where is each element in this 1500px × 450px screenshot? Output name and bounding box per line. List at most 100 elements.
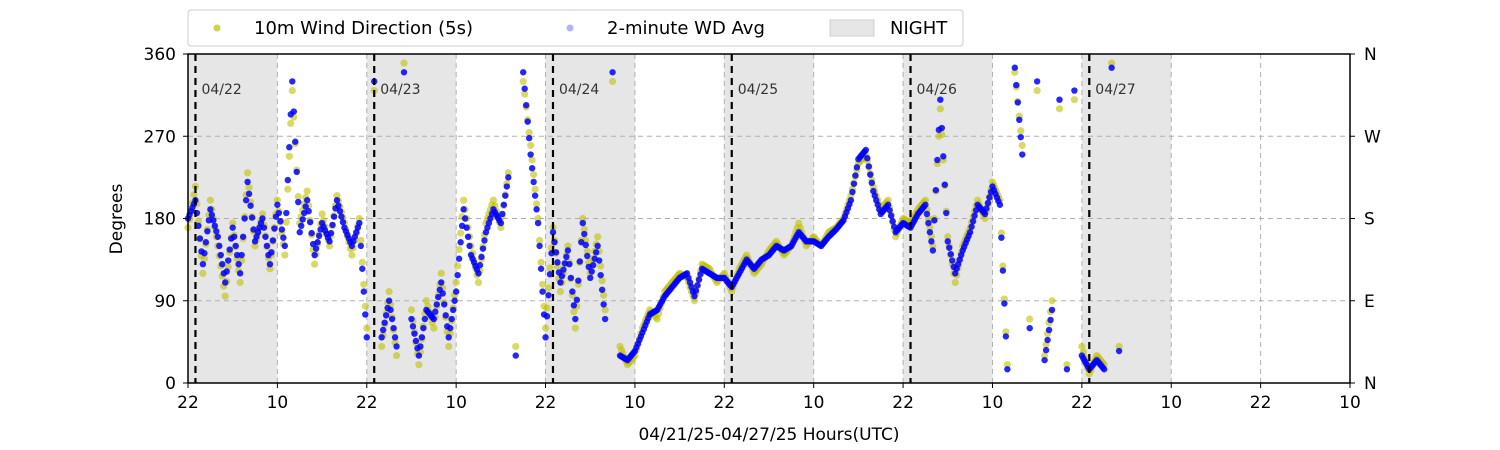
- point-2min-wd-avg: [333, 197, 341, 204]
- point-2min-wd-avg: [539, 288, 546, 295]
- point-2min-wd-avg: [886, 207, 893, 214]
- point-2min-wd-avg: [236, 270, 244, 277]
- point-wind-direction-5s: [407, 306, 416, 314]
- point-2min-wd-avg: [417, 343, 424, 350]
- point-wind-direction-5s: [690, 297, 699, 305]
- point-2min-wd-avg: [356, 219, 363, 227]
- point-2min-wd-avg: [381, 319, 388, 326]
- point-wind-direction-5s: [243, 169, 252, 177]
- y2-tick-label: N: [1364, 374, 1377, 394]
- point-2min-wd-avg: [923, 210, 931, 218]
- point-wind-direction-5s: [944, 233, 952, 241]
- point-2min-wd-avg: [390, 324, 397, 332]
- point-wind-direction-5s: [251, 242, 259, 250]
- point-2min-wd-avg: [503, 183, 511, 190]
- y-axis-left: 0 90 180 270 360: [144, 45, 188, 394]
- point-2min-wd-avg: [587, 274, 594, 282]
- point-2min-wd-avg: [439, 290, 446, 297]
- point-2min-wd-avg: [292, 138, 299, 145]
- point-wind-direction-5s: [533, 200, 541, 208]
- point-wind-direction-5s: [504, 169, 512, 177]
- point-2min-wd-avg: [435, 293, 442, 301]
- point-2min-wd-avg: [1033, 78, 1041, 85]
- point-wind-direction-5s: [534, 214, 542, 223]
- point-2min-wd-avg: [245, 190, 253, 198]
- point-2min-wd-avg: [996, 201, 1004, 208]
- point-wind-direction-5s: [318, 210, 326, 218]
- point-2min-wd-avg: [582, 241, 589, 249]
- point-2min-wd-avg: [1011, 64, 1019, 71]
- y-tick-label: 360: [144, 45, 176, 65]
- point-2min-wd-avg: [476, 261, 484, 269]
- point-2min-wd-avg: [298, 222, 305, 230]
- point-2min-wd-avg: [552, 249, 560, 256]
- point-2min-wd-avg: [850, 180, 858, 187]
- point-wind-direction-5s: [288, 86, 296, 95]
- y-tick-label: 0: [165, 374, 176, 394]
- point-wind-direction-5s: [884, 196, 892, 204]
- point-wind-direction-5s: [1115, 342, 1123, 351]
- y2-tick-label: W: [1364, 127, 1381, 147]
- point-2min-wd-avg: [601, 315, 609, 323]
- point-2min-wd-avg: [928, 238, 935, 245]
- point-2min-wd-avg: [210, 217, 217, 224]
- point-2min-wd-avg: [409, 323, 417, 330]
- point-wind-direction-5s: [221, 292, 229, 300]
- point-2min-wd-avg: [590, 261, 597, 269]
- point-2min-wd-avg: [235, 260, 242, 268]
- point-wind-direction-5s: [457, 229, 465, 237]
- point-2min-wd-avg: [938, 124, 946, 132]
- point-wind-direction-5s: [1063, 361, 1071, 369]
- day-marker-label: 04/26: [917, 82, 957, 98]
- point-2min-wd-avg: [445, 334, 452, 341]
- point-2min-wd-avg: [233, 251, 241, 259]
- point-2min-wd-avg: [308, 229, 315, 237]
- point-2min-wd-avg: [360, 288, 367, 295]
- point-2min-wd-avg: [432, 308, 439, 315]
- point-2min-wd-avg: [289, 78, 296, 85]
- point-2min-wd-avg: [430, 315, 438, 323]
- point-2min-wd-avg: [563, 253, 570, 261]
- point-wind-direction-5s: [921, 196, 930, 204]
- point-2min-wd-avg: [537, 265, 545, 272]
- point-2min-wd-avg: [984, 199, 992, 207]
- point-wind-direction-5s: [361, 302, 369, 310]
- legend-label-wind-direction-5s: 10m Wind Direction (5s): [254, 18, 473, 39]
- day-marker-label: 04/22: [201, 82, 241, 98]
- point-wind-direction-5s: [284, 185, 292, 193]
- x-tick-label: 22: [535, 393, 557, 413]
- legend-marker-wind-direction-5s: [213, 24, 221, 32]
- point-2min-wd-avg: [216, 242, 223, 250]
- point-wind-direction-5s: [580, 225, 588, 234]
- point-2min-wd-avg: [944, 238, 951, 245]
- point-wind-direction-5s: [525, 128, 533, 137]
- day-marker-label: 04/23: [380, 82, 420, 98]
- point-2min-wd-avg: [1013, 81, 1020, 89]
- point-2min-wd-avg: [697, 271, 704, 278]
- point-2min-wd-avg: [546, 271, 554, 278]
- y2-tick-label: S: [1364, 210, 1375, 230]
- point-wind-direction-5s: [544, 284, 553, 292]
- point-2min-wd-avg: [946, 244, 953, 251]
- point-2min-wd-avg: [451, 297, 458, 304]
- point-2min-wd-avg: [968, 223, 975, 230]
- point-2min-wd-avg: [303, 197, 311, 204]
- y2-tick-label: E: [1364, 292, 1375, 312]
- point-2min-wd-avg: [1108, 64, 1115, 71]
- point-2min-wd-avg: [420, 324, 427, 332]
- point-2min-wd-avg: [329, 221, 336, 229]
- point-wind-direction-5s: [348, 251, 356, 259]
- point-2min-wd-avg: [597, 271, 604, 279]
- y-axis-right: N E S W N: [1350, 45, 1381, 394]
- point-wind-direction-5s: [601, 306, 609, 314]
- point-2min-wd-avg: [202, 239, 210, 246]
- point-2min-wd-avg: [1100, 366, 1108, 373]
- point-wind-direction-5s: [1018, 141, 1026, 149]
- point-2min-wd-avg: [554, 259, 561, 266]
- legend-frame: [187, 9, 964, 47]
- point-wind-direction-5s: [543, 304, 551, 312]
- point-2min-wd-avg: [609, 69, 616, 76]
- point-wind-direction-5s: [997, 229, 1006, 237]
- point-wind-direction-5s: [512, 342, 520, 351]
- point-2min-wd-avg: [549, 229, 557, 236]
